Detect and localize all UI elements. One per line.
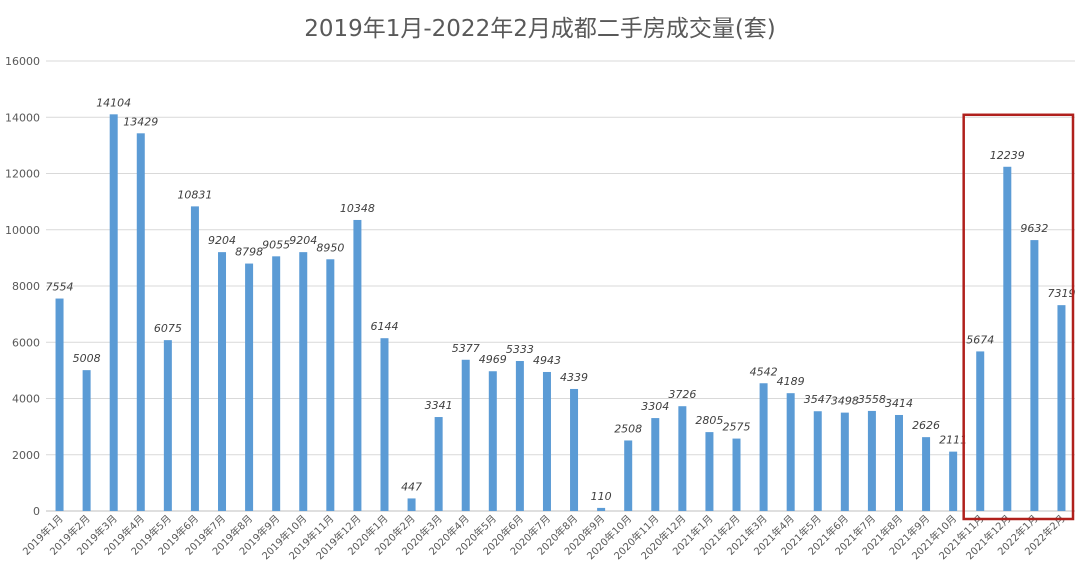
bar <box>949 451 958 511</box>
y-tick-label: 16000 <box>5 55 40 68</box>
bar <box>218 252 227 511</box>
bar <box>245 263 254 511</box>
bar <box>136 133 145 511</box>
bar <box>461 359 470 511</box>
y-tick-label: 4000 <box>12 393 40 406</box>
data-label: 5674 <box>966 333 994 346</box>
data-label: 9055 <box>262 238 290 251</box>
bar <box>488 371 497 511</box>
x-axis-ticks: 2019年1月2019年2月2019年3月2019年4月2019年5月2019年… <box>20 512 1068 562</box>
data-label: 3414 <box>885 397 913 410</box>
data-label: 3498 <box>831 395 859 408</box>
bar <box>109 114 118 511</box>
bar <box>922 437 931 511</box>
data-label: 110 <box>591 490 612 503</box>
data-label: 7319 <box>1047 287 1075 300</box>
data-label: 4339 <box>560 371 588 384</box>
data-label: 4969 <box>479 353 507 366</box>
y-tick-label: 8000 <box>12 280 40 293</box>
highlight-box <box>962 113 1075 521</box>
data-label: 447 <box>401 480 422 493</box>
bar <box>624 440 633 511</box>
bar <box>651 418 660 511</box>
data-label: 12239 <box>990 149 1025 162</box>
bar <box>299 252 308 511</box>
data-label: 2111 <box>939 434 967 447</box>
bar <box>840 412 849 511</box>
bar <box>1057 305 1066 511</box>
y-tick-label: 10000 <box>5 224 40 237</box>
bar <box>894 414 903 511</box>
bar <box>705 432 714 511</box>
y-tick-label: 14000 <box>5 111 40 124</box>
data-label: 14104 <box>96 96 131 109</box>
y-tick-label: 2000 <box>12 449 40 462</box>
bar <box>163 340 172 511</box>
data-label: 8950 <box>316 241 344 254</box>
y-axis-ticks: 0 2000 4000 6000 8000 10000 12000 14000 16000 <box>5 55 40 518</box>
bar <box>515 361 524 511</box>
bar <box>380 338 389 511</box>
data-label: 3341 <box>425 399 453 412</box>
data-label: 9204 <box>208 234 236 247</box>
data-label: 2805 <box>695 414 723 427</box>
data-label: 2626 <box>912 419 940 432</box>
data-label: 5333 <box>506 343 534 356</box>
data-label: 3304 <box>641 400 669 413</box>
data-label: 10831 <box>177 188 212 201</box>
data-label: 3558 <box>858 393 886 406</box>
data-label: 9204 <box>289 234 317 247</box>
chart-title: 2019年1月-2022年2月成都二手房成交量(套) <box>304 16 776 42</box>
data-label: 9632 <box>1020 222 1048 235</box>
bar <box>570 388 579 511</box>
y-tick-label: 12000 <box>5 168 40 181</box>
bar <box>786 393 795 511</box>
data-label: 5008 <box>73 352 101 365</box>
data-label: 4189 <box>777 375 805 388</box>
data-label: 6075 <box>154 322 182 335</box>
data-label: 4943 <box>533 354 561 367</box>
data-label: 5377 <box>452 342 480 355</box>
bar <box>542 371 551 511</box>
data-label: 7554 <box>46 281 74 294</box>
bar <box>759 383 768 511</box>
bar <box>326 259 335 511</box>
data-label: 10348 <box>340 202 375 215</box>
bar <box>272 256 281 511</box>
data-label: 3547 <box>804 393 832 406</box>
gridlines <box>46 60 1075 456</box>
bar <box>678 406 687 511</box>
data-label: 6144 <box>370 320 398 333</box>
bar <box>976 351 985 511</box>
bar <box>82 370 91 511</box>
bar <box>55 298 64 511</box>
bar <box>597 507 606 511</box>
bar <box>1003 166 1012 511</box>
bar <box>813 411 822 511</box>
y-tick-label: 6000 <box>12 336 40 349</box>
y-tick-label: 0 <box>33 505 40 518</box>
bar <box>867 410 876 511</box>
bar <box>434 417 443 511</box>
bar <box>190 206 199 512</box>
data-label: 3726 <box>668 388 696 401</box>
data-label: 4542 <box>750 365 778 378</box>
bar <box>407 498 416 511</box>
bar <box>1030 240 1039 511</box>
data-label: 8798 <box>235 246 263 259</box>
bars <box>55 114 1066 512</box>
data-label: 2575 <box>723 421 751 434</box>
bar <box>353 219 362 511</box>
data-label: 13429 <box>123 115 158 128</box>
bar <box>732 438 741 511</box>
data-label: 2508 <box>614 422 642 435</box>
